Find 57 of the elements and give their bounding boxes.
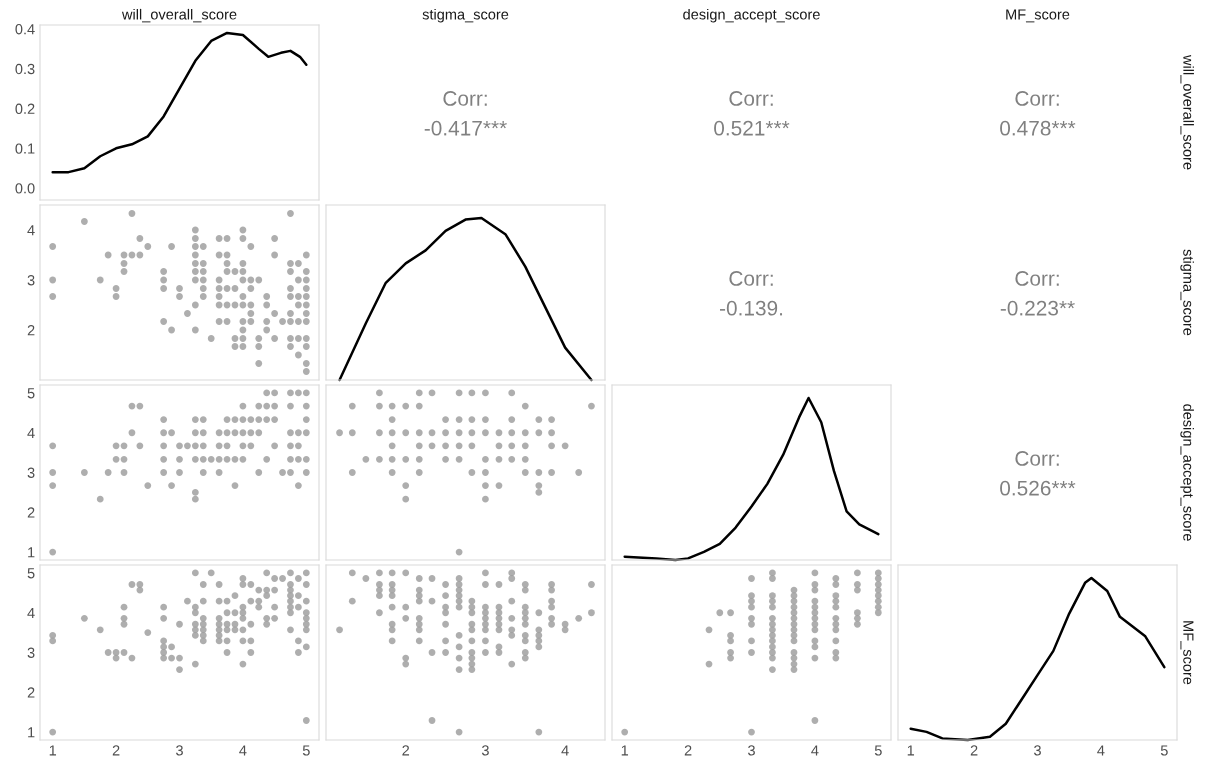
text: -0.139. [720, 300, 783, 316]
x-tick-label: 3 [176, 745, 183, 756]
x-tick-label: 1 [621, 745, 629, 756]
text: stigma_score [1180, 249, 1194, 336]
text: Corr: [729, 91, 773, 106]
y-tick-label: 4 [27, 427, 35, 439]
line-series [51, 31, 308, 174]
x-tick-label: 5 [302, 745, 310, 756]
y-tick-label: 1 [28, 727, 35, 738]
x-tick-label: 2 [112, 745, 120, 756]
text: 0.526*** [1000, 480, 1076, 496]
text: design_accept_score [683, 8, 820, 23]
text: Corr: [1015, 91, 1059, 106]
y-tick-label: 1 [28, 547, 35, 558]
x-tick-label: 1 [907, 745, 915, 756]
y-tick-label: 3 [27, 647, 35, 658]
x-tick-label: 4 [1097, 745, 1105, 756]
y-tick-label: 4 [27, 607, 35, 619]
y-tick-label: 2 [27, 687, 35, 698]
x-tick-label: 2 [684, 745, 692, 756]
text: Corr: [1015, 271, 1059, 286]
x-tick-label: 5 [874, 745, 882, 756]
y-tick-label: 5 [27, 568, 35, 579]
text: -0.223** [1000, 300, 1075, 316]
chart-title: will_overall_score [121, 8, 237, 23]
y-tick-label: 3 [27, 275, 35, 286]
x-tick-label: 5 [1160, 745, 1168, 756]
y-tick-label: 0.3 [15, 63, 35, 75]
x-tick-label: 4 [811, 745, 819, 756]
y-tick-label: 2 [27, 507, 35, 518]
text: stigma_score [422, 8, 509, 23]
text: Corr: [443, 91, 487, 106]
x-tick-label: 3 [481, 745, 489, 756]
text: will_overall_score [1180, 54, 1194, 170]
text: Corr: [729, 271, 773, 286]
x-tick-label: 2 [402, 745, 410, 756]
y2-axis-title: MF_score [1180, 621, 1194, 685]
x-tick-label: 2 [970, 745, 978, 756]
y-tick-label: 0.0 [15, 183, 35, 194]
y-tick-label: 0.2 [15, 103, 35, 114]
y-tick-label: 2 [27, 325, 35, 336]
text: 0.478*** [1000, 120, 1076, 136]
y-tick-label: 5 [27, 388, 35, 399]
text: Corr: [1015, 451, 1059, 466]
text: -0.417*** [424, 120, 507, 136]
text: 0.521*** [714, 120, 790, 136]
x-tick-label: 4 [561, 745, 569, 756]
x-tick-label: 1 [49, 745, 57, 756]
text: MF_score [1006, 9, 1070, 23]
text: design_accept_score [1180, 404, 1194, 541]
x-tick-label: 3 [1034, 745, 1041, 756]
x-tick-label: 3 [748, 745, 755, 756]
y-tick-label: 0.1 [15, 143, 35, 154]
x-tick-label: 4 [239, 745, 247, 756]
y-tick-label: 3 [27, 467, 35, 478]
y-tick-label: 0.4 [15, 24, 35, 35]
y-tick-label: 4 [27, 225, 35, 236]
